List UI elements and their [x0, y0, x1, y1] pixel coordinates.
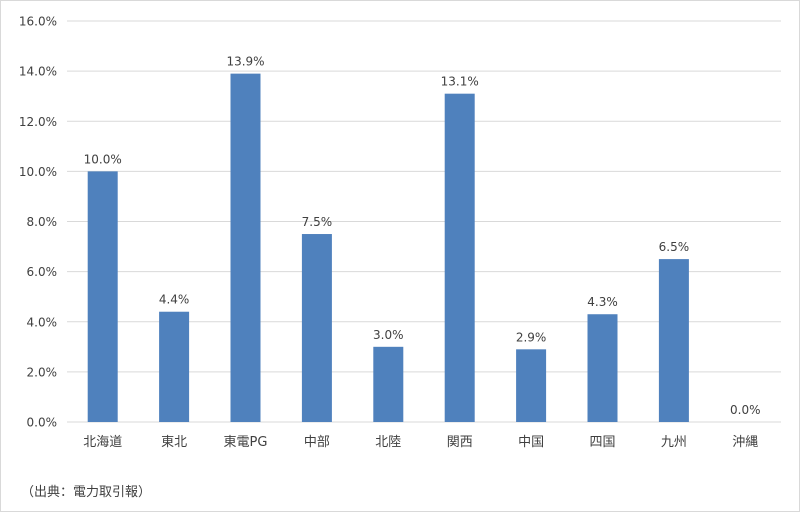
y-tick-label: 6.0%: [27, 265, 58, 279]
x-tick-label: 北海道: [83, 435, 122, 450]
y-tick-label: 12.0%: [19, 115, 57, 129]
y-tick-label: 14.0%: [19, 65, 57, 79]
x-tick-label: 沖縄: [732, 435, 758, 450]
bar: [658, 259, 689, 422]
x-tick-label: 関西: [447, 435, 473, 450]
bar: [230, 73, 261, 422]
data-label: 3.0%: [373, 328, 404, 342]
data-label: 2.9%: [516, 330, 547, 344]
y-tick-label: 2.0%: [27, 365, 58, 379]
y-tick-label: 0.0%: [27, 416, 58, 430]
source-note: （出典：電力取引報）: [21, 485, 152, 500]
data-label: 13.1%: [441, 75, 479, 89]
y-tick-label: 4.0%: [27, 315, 58, 329]
data-label: 4.3%: [587, 295, 618, 309]
bar: [516, 349, 547, 422]
bar: [159, 311, 190, 422]
x-tick-label: 東北: [161, 434, 187, 450]
y-tick-label: 10.0%: [19, 165, 57, 179]
data-label: 10.0%: [84, 152, 122, 166]
bar-chart: 0.0% 2.0% 4.0% 6.0% 8.0% 10.0% 12.0% 14.0% 16.0%…: [19, 15, 781, 450]
bar: [87, 171, 118, 422]
bar: [373, 346, 404, 422]
x-tick-label: 北陸: [375, 434, 401, 450]
data-label: 13.9%: [226, 55, 264, 69]
bar: [444, 93, 475, 423]
data-label: 6.5%: [659, 240, 690, 254]
x-tick-label: 中国: [518, 435, 544, 450]
x-tick-label: 東電PG: [224, 434, 268, 450]
x-tick-label: 四国: [589, 435, 615, 450]
data-label: 7.5%: [302, 215, 333, 229]
y-tick-label: 8.0%: [27, 215, 58, 229]
y-tick-label: 16.0%: [19, 15, 57, 29]
data-label: 4.4%: [159, 293, 190, 307]
bar: [587, 314, 618, 422]
x-tick-label: 中部: [304, 435, 330, 450]
data-label: 0.0%: [730, 403, 761, 417]
bar: [301, 234, 332, 422]
x-tick-label: 九州: [661, 435, 687, 450]
